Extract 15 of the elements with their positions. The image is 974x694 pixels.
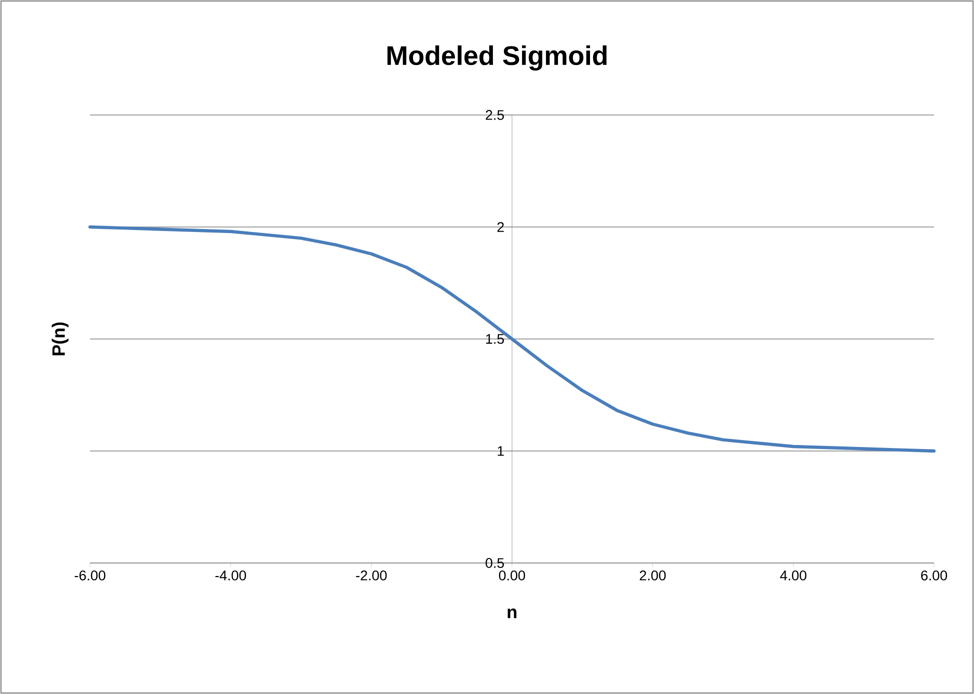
x-tick-label: -4.00 — [215, 570, 246, 580]
y-tick-label: 1 — [498, 446, 504, 456]
x-tick-label: 2.00 — [640, 570, 666, 580]
x-tick-label: -6.00 — [74, 570, 106, 580]
x-axis-title: n — [508, 608, 516, 618]
y-tick-label: 0.5 — [486, 558, 504, 568]
chart-title: Modeled Sigmoid — [387, 45, 607, 71]
y-tick-label: 1.5 — [486, 334, 504, 344]
x-tick-label: 6.00 — [921, 570, 948, 580]
x-tick-label: 0.00 — [498, 570, 526, 580]
y-tick-label: 2.5 — [486, 110, 504, 120]
x-tick-label: -2.00 — [356, 570, 387, 580]
x-tick-label: 4.00 — [780, 570, 806, 580]
y-axis-title: P(n) — [52, 322, 68, 356]
y-tick-label: 2 — [497, 222, 504, 232]
